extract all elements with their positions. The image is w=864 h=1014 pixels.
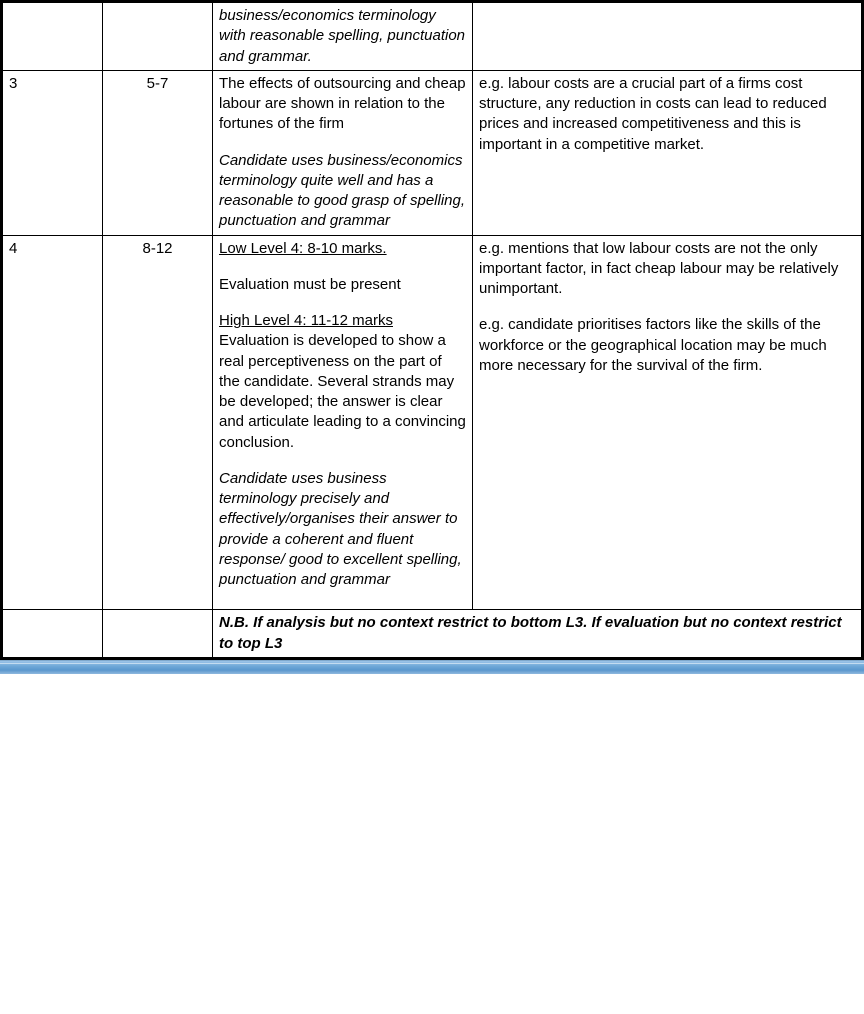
table-row: 48-12 Low Level 4: 8-10 marks. Evaluation … — [3, 235, 862, 610]
marks-cell — [103, 3, 213, 71]
example-cell: e.g. mentions that low labour costs are … — [473, 235, 862, 610]
footer-note-text: N.B. If analysis but no context restrict… — [219, 614, 842, 651]
marks-cell: 5-7 — [103, 70, 213, 235]
cell-text: High Level 4: 11-12 marks — [219, 312, 393, 329]
descriptor-cell: The effects of outsourcing and cheap lab… — [213, 70, 473, 235]
level-cell: 4 — [3, 235, 103, 610]
footer-note-cell: N.B. If analysis but no context restrict… — [213, 610, 862, 658]
table-row: business/economics terminology with reas… — [3, 3, 862, 71]
footer-empty-cell — [103, 610, 213, 658]
cell-text: Evaluation must be present — [219, 276, 401, 293]
cell-text: e.g. candidate prioritises factors like … — [479, 316, 827, 374]
window-bottom-bar — [0, 660, 864, 674]
table-row: 35-7The effects of outsourcing and cheap… — [3, 70, 862, 235]
rubric-table-container: business/economics terminology with reas… — [0, 0, 864, 660]
cell-text: business/economics terminology with reas… — [219, 7, 465, 65]
example-cell — [473, 3, 862, 71]
rubric-table: business/economics terminology with reas… — [2, 2, 862, 658]
cell-text: Candidate uses business terminology prec… — [219, 470, 462, 588]
cell-text: The effects of outsourcing and cheap lab… — [219, 75, 466, 133]
footer-empty-cell — [3, 610, 103, 658]
level-cell: 3 — [3, 70, 103, 235]
footer-row: N.B. If analysis but no context restrict… — [3, 610, 862, 658]
cell-text: e.g. labour costs are a crucial part of … — [479, 75, 827, 153]
descriptor-cell: business/economics terminology with reas… — [213, 3, 473, 71]
cell-text: e.g. mentions that low labour costs are … — [479, 240, 838, 298]
cell-text: Low Level 4: 8-10 marks. — [219, 240, 387, 257]
descriptor-cell: Low Level 4: 8-10 marks. Evaluation must … — [213, 235, 473, 610]
marks-cell: 8-12 — [103, 235, 213, 610]
cell-text: Evaluation is developed to show a real p… — [219, 332, 466, 450]
level-cell — [3, 3, 103, 71]
example-cell: e.g. labour costs are a crucial part of … — [473, 70, 862, 235]
cell-text: Candidate uses business/economics termin… — [219, 152, 465, 230]
